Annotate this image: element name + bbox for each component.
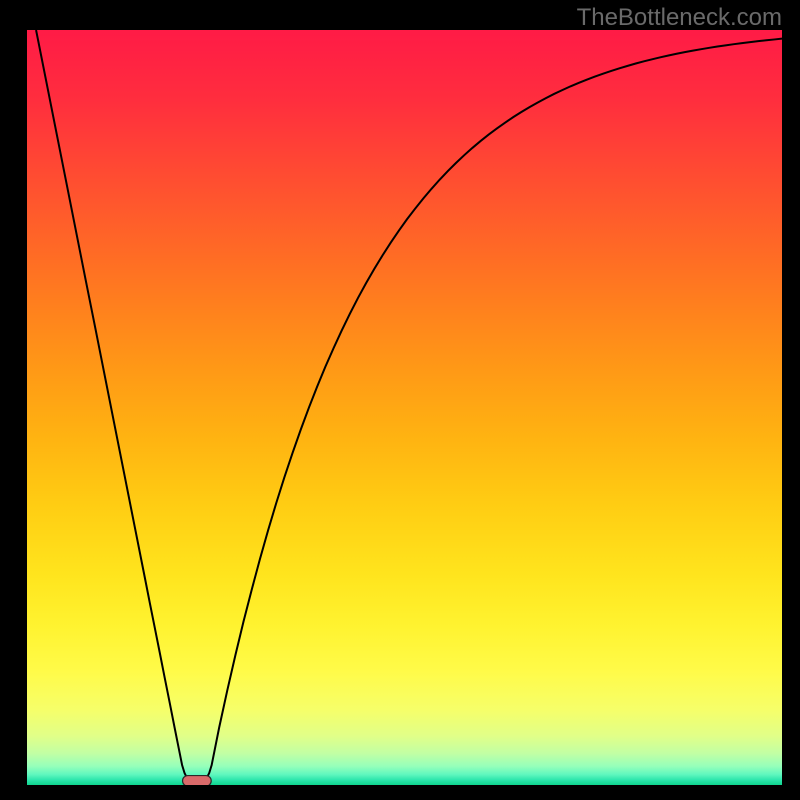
bottleneck-chart: TheBottleneck.com — [0, 0, 800, 800]
plot-area — [27, 30, 782, 785]
curve-layer — [27, 30, 782, 785]
watermark-text: TheBottleneck.com — [577, 4, 782, 32]
bottleneck-curve — [36, 30, 782, 781]
optimal-marker — [183, 776, 212, 785]
